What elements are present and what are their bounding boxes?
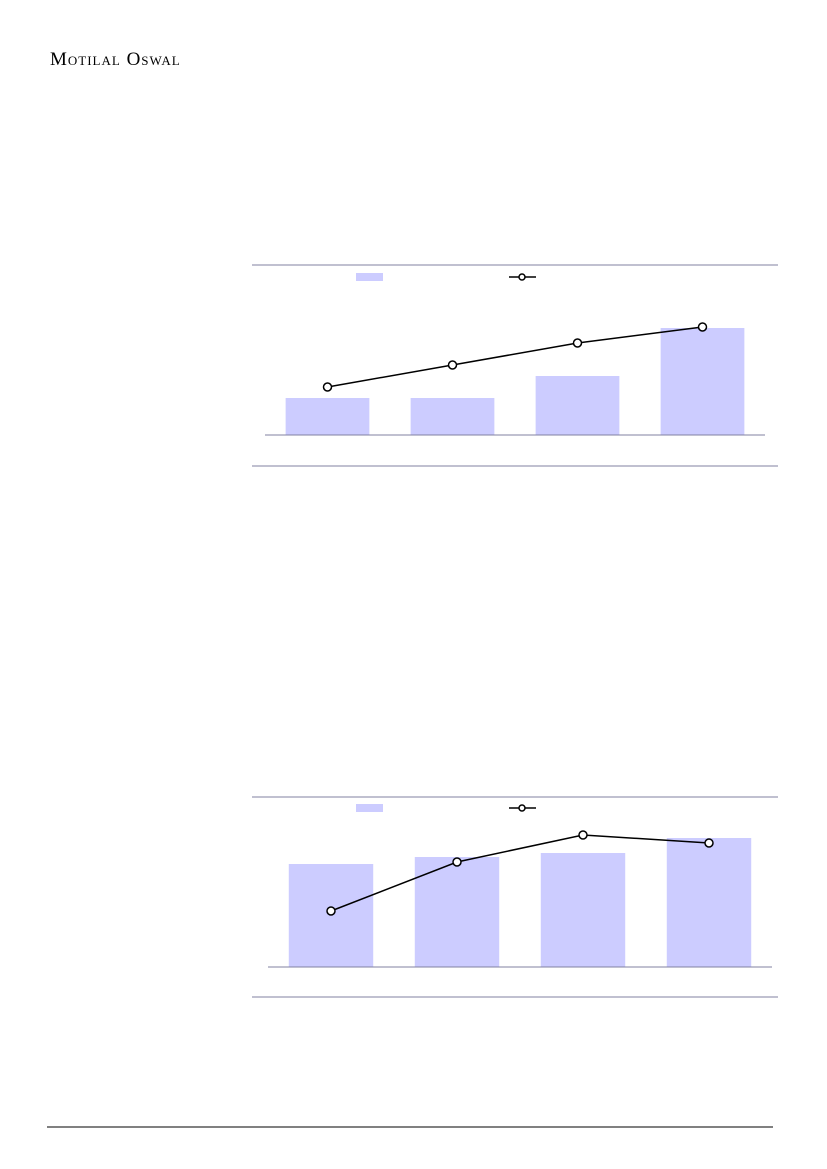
bar (666, 838, 752, 967)
legend-marker (518, 804, 526, 812)
legend-marker (518, 273, 526, 281)
bar (540, 853, 626, 967)
line-marker (452, 857, 462, 867)
bar (660, 328, 745, 435)
line (330, 834, 710, 912)
line-marker (704, 838, 714, 848)
line-marker (697, 322, 708, 332)
line-marker (447, 360, 458, 370)
line-marker (572, 338, 583, 348)
legend-swatch (356, 273, 383, 281)
bar (285, 398, 370, 435)
line-marker (326, 906, 336, 916)
bar (535, 376, 620, 435)
line-marker (322, 382, 333, 392)
line-marker (578, 830, 588, 840)
legend-swatch (356, 804, 383, 812)
line (327, 326, 703, 388)
bar (410, 398, 495, 435)
brand: Motilal Oswal (50, 49, 181, 70)
bar (414, 857, 500, 967)
